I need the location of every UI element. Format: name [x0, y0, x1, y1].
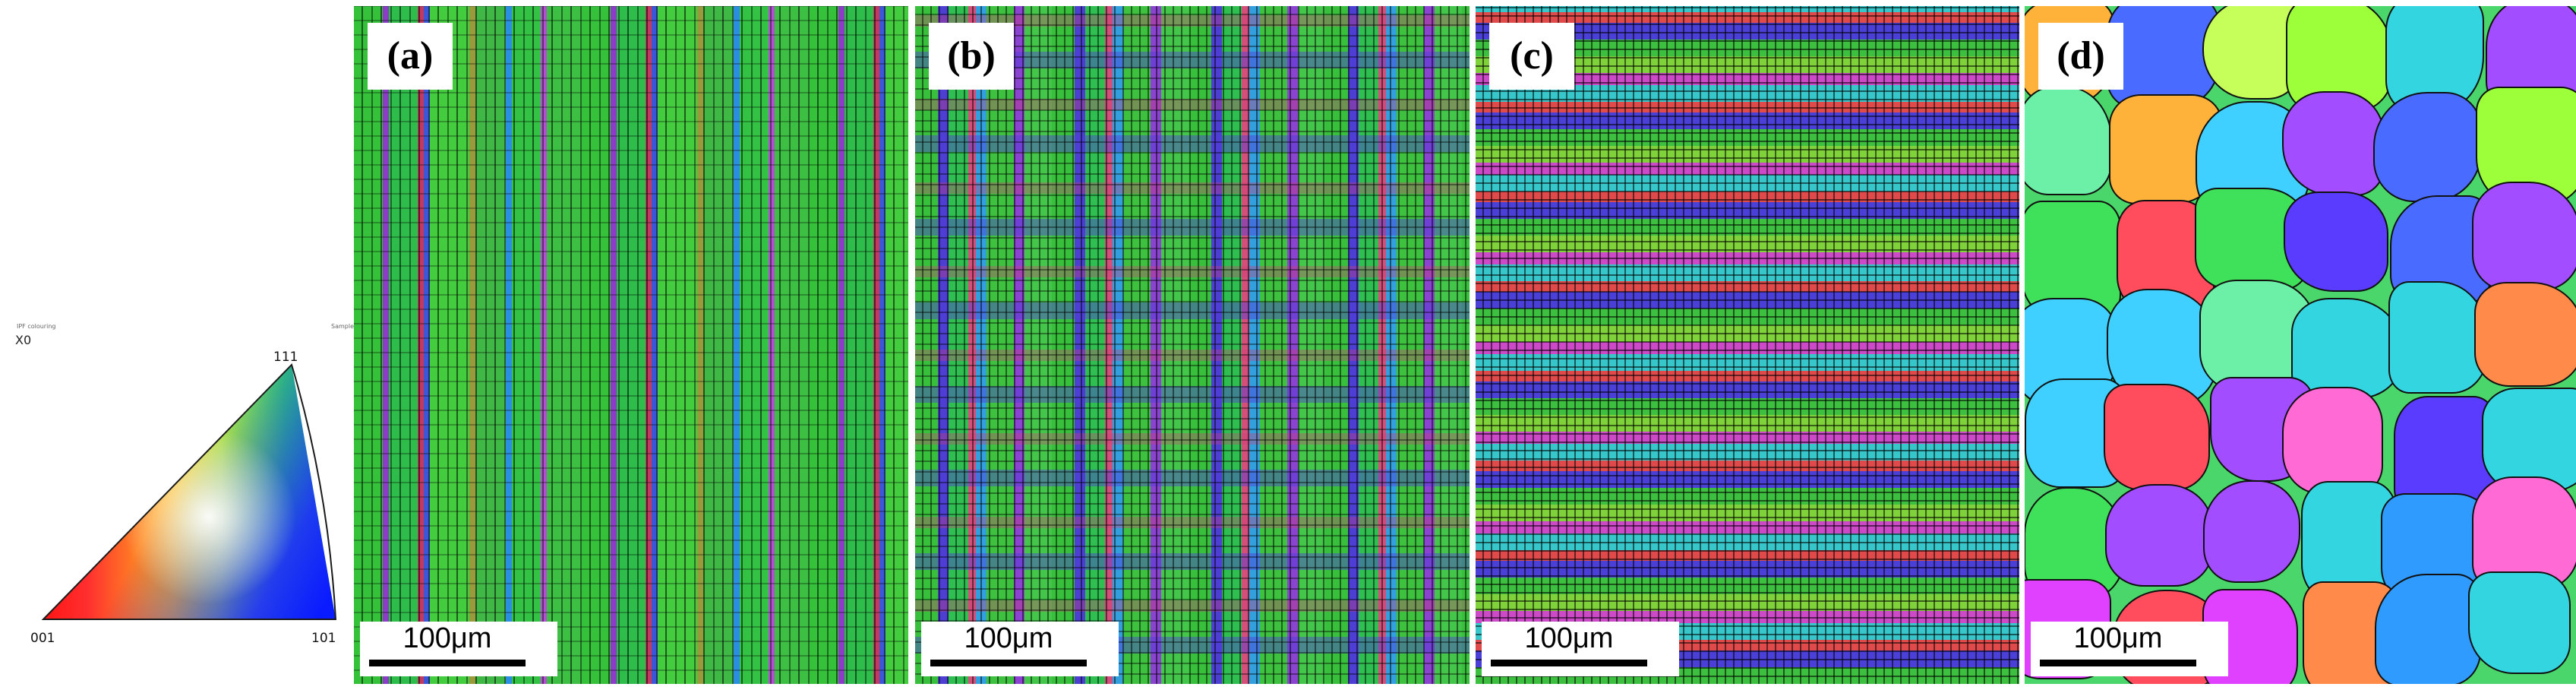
grain: [2291, 297, 2403, 399]
ebsd-map-panel-c: (c) 100μm: [1476, 6, 2019, 684]
ipf-color-triangle: [30, 357, 349, 631]
ipf-legend: IPF colouring Sample X0 001 101 111: [0, 0, 357, 690]
scale-bar: 100μm: [1482, 622, 1679, 676]
ipf-caption: IPF colouring: [17, 323, 56, 330]
grain: [2103, 383, 2210, 492]
scale-bar-line: [930, 660, 1087, 666]
ebsd-grain-map: [354, 6, 908, 684]
grain: [2373, 92, 2482, 202]
scale-bar-label: 100μm: [964, 622, 1053, 654]
scale-bar-label: 100μm: [402, 622, 492, 654]
scale-bar-label: 100μm: [1524, 622, 1614, 654]
panel-label-d: (d): [2038, 23, 2123, 90]
grain: [2025, 86, 2112, 195]
ebsd-map-panel-d: (d) 100μm: [2025, 6, 2576, 684]
ebsd-grain-map: [2025, 6, 2576, 684]
panel-label-b: (b): [929, 23, 1014, 90]
grain: [2105, 483, 2214, 587]
pole-001-label: 001: [30, 631, 55, 646]
grain: [2388, 281, 2489, 394]
grain: [2472, 181, 2576, 292]
grain: [2281, 386, 2384, 495]
ebsd-grain-map: [915, 6, 1470, 684]
grain: [2374, 574, 2481, 684]
pole-101-label: 101: [311, 631, 336, 646]
grain: [2473, 281, 2576, 388]
panel-label-a: (a): [368, 23, 453, 90]
panel-label-c: (c): [1489, 23, 1574, 90]
scale-bar: 100μm: [360, 622, 557, 676]
grain: [2468, 571, 2571, 674]
reference-direction-label: X0: [15, 333, 32, 347]
scale-bar: 100μm: [921, 622, 1119, 676]
scale-bar-line: [369, 660, 526, 666]
grain: [2284, 191, 2388, 292]
ebsd-grain-map: [1476, 6, 2019, 684]
ebsd-map-panel-b: (b) 100μm: [915, 6, 1470, 684]
scale-bar-label: 100μm: [2073, 622, 2163, 654]
scale-bar-line: [2040, 660, 2196, 666]
ipf-triangle-outline: [41, 363, 337, 620]
grain: [2281, 91, 2385, 196]
scale-bar-line: [1491, 660, 1647, 666]
grain: [2481, 388, 2576, 495]
ebsd-map-panel-a: (a) 100μm: [354, 6, 908, 684]
sample-caption: Sample: [331, 323, 354, 330]
pole-111-label: 111: [273, 350, 298, 365]
scale-bar: 100μm: [2031, 622, 2228, 676]
grain: [2203, 480, 2300, 584]
